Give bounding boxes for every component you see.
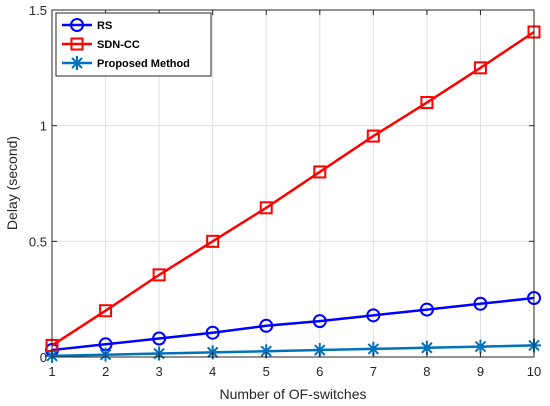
data-point-sdn-cc bbox=[420, 96, 434, 110]
y-axis-label: Delay (second) bbox=[4, 136, 20, 230]
plot-border bbox=[51, 9, 535, 358]
x-tick-label: 8 bbox=[423, 364, 430, 379]
x-tick-label: 2 bbox=[102, 364, 109, 379]
data-point-sdn-cc bbox=[259, 201, 273, 215]
series-line-sdn-cc bbox=[51, 30, 535, 347]
series-rs bbox=[45, 291, 541, 358]
data-point-rs bbox=[473, 296, 488, 311]
data-point-rs bbox=[366, 308, 381, 323]
x-tick-label: 10 bbox=[527, 364, 541, 379]
data-point-proposed-method bbox=[366, 341, 381, 356]
data-point-rs bbox=[205, 325, 220, 340]
legend-item-sdn-cc: SDN-CC bbox=[62, 37, 140, 51]
data-point-proposed-method bbox=[473, 339, 488, 354]
data-point-sdn-cc bbox=[99, 304, 113, 318]
legend-swatch-marker bbox=[70, 56, 84, 70]
x-axis-label: Number of OF-switches bbox=[219, 386, 366, 402]
legend-swatch-marker bbox=[70, 37, 84, 51]
axis-ticks: 1 2 3 4 5 6 7 8 9 10 0 0.5 1 1.5 bbox=[29, 3, 541, 379]
x-tick-label: 3 bbox=[155, 364, 162, 379]
data-point-rs bbox=[312, 314, 327, 329]
data-point-sdn-cc bbox=[473, 61, 487, 75]
data-point-sdn-cc bbox=[313, 165, 327, 179]
legend-label: RS bbox=[97, 20, 112, 32]
x-tick-label: 5 bbox=[263, 364, 270, 379]
series-line-rs bbox=[51, 296, 535, 352]
data-point-rs bbox=[259, 318, 274, 333]
x-tick-label: 7 bbox=[370, 364, 377, 379]
legend-label: Proposed Method bbox=[97, 58, 190, 70]
data-point-proposed-method bbox=[312, 343, 327, 358]
legend-swatch-marker bbox=[70, 18, 84, 32]
y-tick-label: 0.5 bbox=[29, 234, 47, 249]
y-tick-label: 0 bbox=[40, 350, 47, 365]
x-tick-label: 9 bbox=[477, 364, 484, 379]
x-tick-label: 6 bbox=[316, 364, 323, 379]
x-tick-label: 1 bbox=[48, 364, 55, 379]
data-point-rs bbox=[152, 331, 167, 346]
x-tick-label: 4 bbox=[209, 364, 216, 379]
y-tick-label: 1.5 bbox=[29, 3, 47, 18]
legend-item-proposed-method: Proposed Method bbox=[62, 56, 190, 70]
data-point-rs bbox=[419, 302, 434, 317]
data-point-sdn-cc bbox=[152, 268, 166, 282]
legend-item-rs: RS bbox=[62, 18, 112, 32]
series-line-proposed-method bbox=[51, 344, 535, 358]
legend: RS SDN-CC Proposed Method bbox=[55, 12, 212, 77]
data-point-sdn-cc bbox=[366, 129, 380, 143]
legend-label: SDN-CC bbox=[97, 39, 140, 51]
data-point-proposed-method bbox=[259, 344, 274, 359]
data-point-proposed-method bbox=[419, 340, 434, 355]
y-tick-label: 1 bbox=[40, 119, 47, 134]
data-point-sdn-cc bbox=[206, 234, 220, 248]
